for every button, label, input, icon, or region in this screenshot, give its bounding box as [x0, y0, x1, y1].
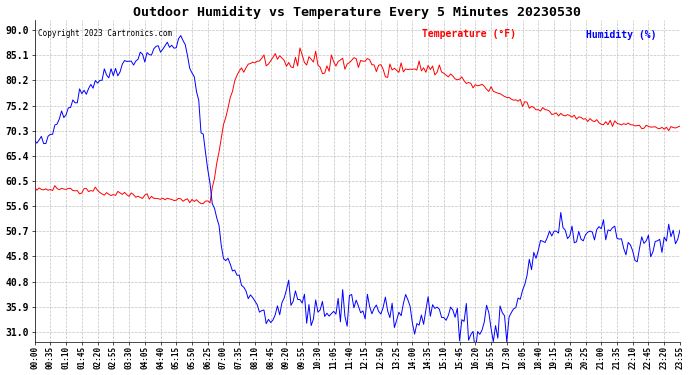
Text: Humidity (%): Humidity (%)	[586, 30, 657, 39]
Text: Temperature (°F): Temperature (°F)	[422, 30, 516, 39]
Title: Outdoor Humidity vs Temperature Every 5 Minutes 20230530: Outdoor Humidity vs Temperature Every 5 …	[133, 6, 581, 19]
Text: Copyright 2023 Cartronics.com: Copyright 2023 Cartronics.com	[38, 30, 172, 39]
